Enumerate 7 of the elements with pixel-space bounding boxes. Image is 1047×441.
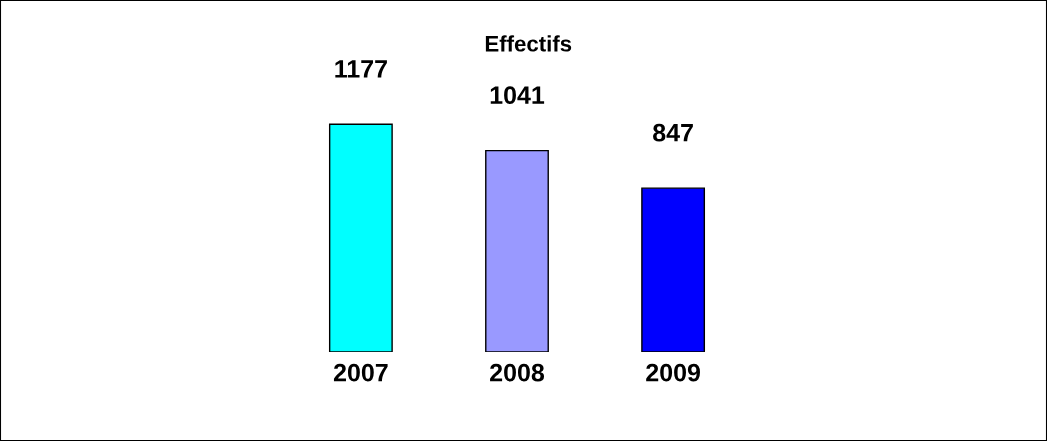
x-tick-label: 2007 bbox=[333, 363, 388, 382]
data-label: 1041 bbox=[490, 86, 545, 105]
data-label: 847 bbox=[653, 123, 693, 142]
chart-title: Effectifs bbox=[485, 35, 572, 52]
data-label: 1177 bbox=[335, 60, 387, 78]
x-tick-label: 2009 bbox=[646, 363, 700, 382]
x-tick-label: 2008 bbox=[490, 363, 545, 382]
